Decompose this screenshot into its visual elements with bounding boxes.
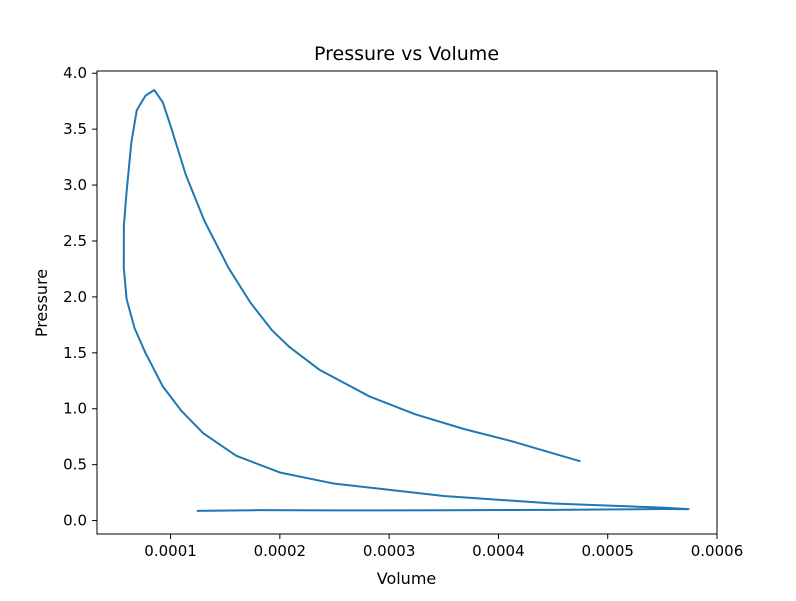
x-axis-label: Volume xyxy=(377,569,437,588)
series-line-0 xyxy=(122,89,690,512)
y-tick-label: 3.0 xyxy=(63,176,87,194)
y-tick-label: 1.0 xyxy=(63,400,87,418)
y-tick-label: 1.5 xyxy=(63,344,87,362)
x-tick-label: 0.0004 xyxy=(472,542,525,560)
x-tick-label: 0.0003 xyxy=(363,542,416,560)
plot-area: 0.0001 0.0002 0.0003 0.0004 0.0005 0.0006 0.0 0… xyxy=(63,64,743,560)
x-tick-label: 0.0006 xyxy=(691,542,744,560)
y-tick-label: 2.5 xyxy=(63,232,87,250)
x-tick-label: 0.0002 xyxy=(254,542,307,560)
y-tick-label: 0.5 xyxy=(63,456,87,474)
y-axis-label: Pressure xyxy=(32,269,51,337)
y-tick-label: 2.0 xyxy=(63,288,87,306)
chart-title: Pressure vs Volume xyxy=(314,43,499,65)
y-tick-label: 4.0 xyxy=(63,64,87,82)
y-tick-label: 3.5 xyxy=(63,120,87,138)
x-tick-label: 0.0001 xyxy=(144,542,197,560)
y-tick-label: 0.0 xyxy=(63,512,87,530)
axes-frame xyxy=(96,70,718,535)
x-tick-label: 0.0005 xyxy=(581,542,634,560)
